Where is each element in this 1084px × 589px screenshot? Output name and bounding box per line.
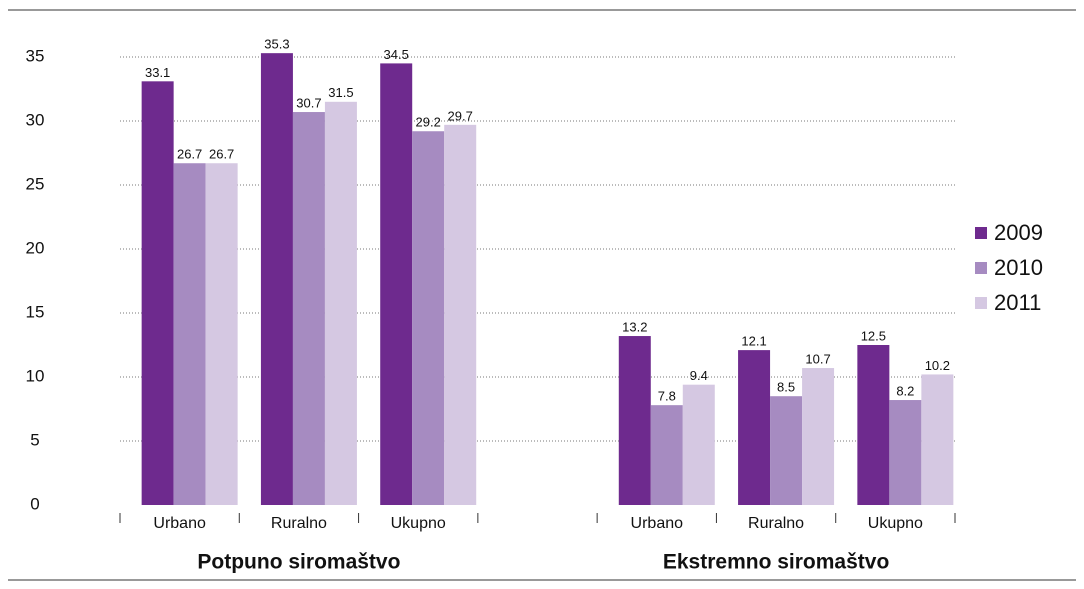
x-tick-label: Ukupno: [868, 515, 923, 532]
bar: [802, 368, 835, 505]
legend-label: 2010: [994, 255, 1043, 280]
bar: [738, 350, 771, 505]
value-label: 26.7: [177, 147, 202, 162]
value-label: 29.7: [448, 108, 473, 123]
value-label: 10.7: [805, 351, 830, 366]
legend-swatch: [975, 262, 987, 274]
bar: [205, 163, 238, 506]
bar: [618, 336, 651, 505]
bar: [921, 374, 954, 505]
x-tick-label: Ukupno: [391, 515, 446, 532]
bar: [857, 345, 890, 505]
bar: [260, 53, 293, 505]
legend-swatch: [975, 227, 987, 239]
bar: [324, 101, 357, 506]
bar: [380, 63, 413, 506]
value-label: 10.2: [925, 358, 950, 373]
x-tick-label: Urbano: [153, 515, 206, 532]
legend-swatch: [975, 297, 987, 309]
value-label: 26.7: [209, 147, 234, 162]
bar: [173, 163, 206, 506]
value-label: 9.4: [690, 368, 708, 383]
y-tick-label: 15: [26, 302, 45, 321]
value-label: 30.7: [296, 95, 321, 110]
bar: [412, 131, 445, 506]
value-label: 12.5: [861, 328, 886, 343]
value-label: 8.5: [777, 380, 795, 395]
legend-label: 2011: [994, 290, 1041, 315]
y-tick-label: 25: [26, 174, 45, 193]
bar: [650, 405, 683, 505]
value-label: 33.1: [145, 65, 170, 80]
value-label: 13.2: [622, 319, 647, 334]
group-label: Potpuno siromaštvo: [197, 551, 400, 574]
bar: [682, 384, 715, 505]
y-tick-label: 0: [30, 494, 39, 513]
y-tick-label: 10: [26, 366, 45, 385]
bar: [889, 400, 922, 505]
legend-label: 2009: [994, 220, 1043, 245]
value-label: 31.5: [328, 85, 353, 100]
value-label: 29.2: [416, 115, 441, 130]
y-tick-label: 35: [26, 46, 45, 65]
value-label: 34.5: [384, 47, 409, 62]
y-tick-label: 30: [26, 110, 45, 129]
value-label: 12.1: [741, 334, 766, 349]
y-tick-label: 5: [30, 430, 39, 449]
bar: [770, 396, 803, 505]
value-label: 7.8: [658, 389, 676, 404]
value-label: 35.3: [264, 37, 289, 52]
bar: [444, 124, 477, 505]
value-label: 8.2: [896, 383, 914, 398]
group-label: Ekstremno siromaštvo: [663, 551, 889, 574]
bar: [141, 81, 174, 505]
x-tick-label: Ruralno: [748, 515, 804, 532]
bar: [292, 112, 325, 505]
y-tick-label: 20: [26, 238, 45, 257]
x-tick-label: Urbano: [631, 515, 684, 532]
x-tick-label: Ruralno: [271, 515, 327, 532]
